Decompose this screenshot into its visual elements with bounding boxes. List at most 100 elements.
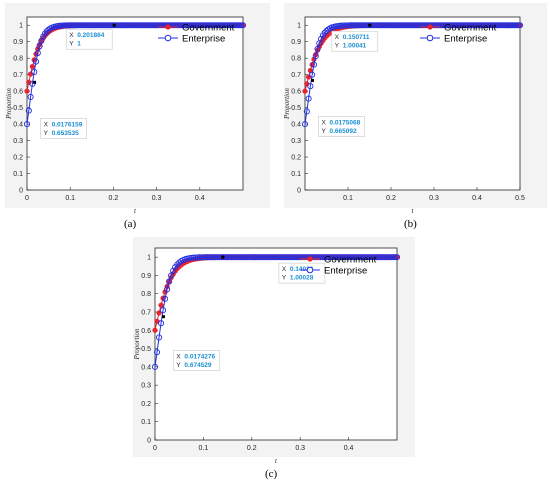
data-point [391,254,399,261]
data-point [272,254,280,261]
legend-marker [164,34,172,42]
data-point [244,254,251,261]
chart-panel-1: 0 0.1 0.2 0.3 0.4 0.5 0.6 0.7 0.8 0.9 1 0 0.1 0.2 0.3 0… [5,3,270,215]
data-point [248,254,255,261]
data-point [363,254,370,261]
data-point [369,254,376,261]
x-tick-label: 0.2 [247,445,257,452]
y-tick-label: 0.8 [291,56,301,63]
data-point [361,254,368,261]
datatip-marker [311,78,315,82]
x-tick-label: 0.3 [152,195,162,202]
y-tick-label: 0.3 [291,138,301,145]
data-point [204,254,211,261]
legend-label: Government [444,23,497,34]
data-point [367,254,374,261]
datatip-box [318,116,365,137]
data-point [377,254,384,261]
x-axis-label: t [275,457,278,465]
data-point [260,254,267,261]
data-point [347,254,354,261]
x-axis-label: t [412,207,415,215]
datatip-x-label: X [176,354,181,361]
data-point [359,254,366,261]
data-point [236,22,243,29]
data-point [516,22,524,29]
data-point [40,33,47,40]
y-tick-label: 1 [19,23,23,30]
datatip-marker [221,255,225,259]
y-tick-label: 0.6 [291,89,301,96]
series-line [26,24,243,125]
y-axis-label: Proportion [5,88,13,120]
data-point [373,254,380,261]
data-point [293,254,300,261]
data-point [355,254,362,261]
chart-panel-2: 0 0.1 0.2 0.3 0.4 0.5 0.6 0.7 0.8 0.9 1 0.1 0.2 0.3 0.… [283,3,547,215]
data-point [29,80,36,87]
data-point [305,95,312,102]
y-tick-label: 0.3 [141,383,151,390]
datatip-x-label: X [322,119,327,126]
x-tick-label: 0.2 [386,195,396,202]
y-tick-label: 0.2 [291,155,301,162]
data-point [327,254,334,261]
y-tick-label: 0 [147,438,151,445]
data-point [258,254,265,261]
series-line [154,256,397,367]
data-point [192,254,199,261]
data-point [283,254,290,261]
datatip-y-label: Y [44,130,49,137]
data-point [317,254,324,261]
data-point [190,254,197,261]
data-point [335,254,342,261]
data-point [238,254,245,261]
data-point [307,83,314,90]
data-point [254,254,261,261]
datatip-x-value: 0.0176159 [52,121,83,128]
data-point [351,254,358,261]
x-tick-label: 0.4 [195,195,205,202]
data-point [393,254,401,261]
data-point [333,254,340,261]
datatip-x-value: 0.0175068 [330,119,361,126]
data-point [321,29,328,36]
data-point [301,121,309,128]
legend-label: Enterprise [444,34,487,45]
datatip-y-label: Y [282,275,287,282]
datatip-box [331,30,379,52]
data-point [331,254,338,261]
y-tick-label: 0.5 [13,105,23,112]
data-point [285,254,292,261]
datatip-y-value: 0.674529 [184,362,211,369]
data-point [188,254,195,261]
data-point [32,58,40,65]
data-point [270,254,278,261]
data-point [375,254,382,261]
x-tick-label: 0.4 [472,195,482,202]
data-point [301,254,308,261]
data-point [232,254,239,261]
data-point [152,327,158,333]
data-point [383,254,390,261]
legend-marker [306,266,314,274]
legend-marker [427,24,433,30]
data-point [381,254,388,261]
data-point [337,254,344,261]
datatip-marker [368,23,372,27]
series-enterprise [23,22,247,128]
y-tick-label: 1 [297,23,301,30]
data-point [200,254,207,261]
data-point [166,278,173,285]
data-point [160,307,167,314]
y-tick-label: 0.4 [291,122,301,129]
data-point [353,254,360,261]
legend-marker [426,34,434,42]
data-point [34,49,41,57]
datatip-y-label: Y [322,128,327,135]
data-point [303,108,310,115]
data-point [345,254,352,261]
data-point [27,93,34,100]
